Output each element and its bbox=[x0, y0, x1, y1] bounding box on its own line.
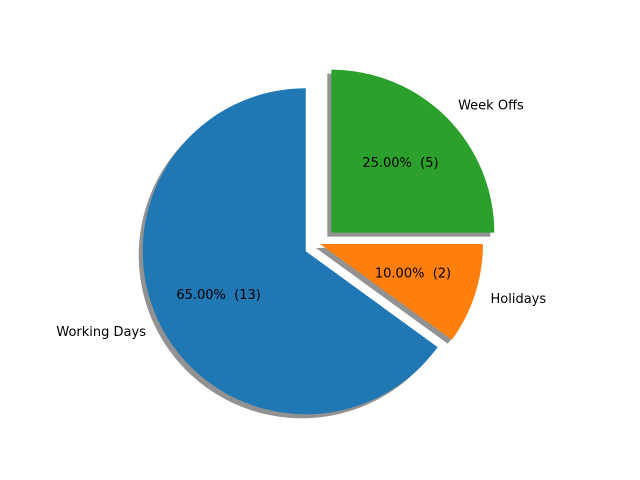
slice-percent-holidays: 10.00% (2) bbox=[375, 267, 451, 282]
slice-percent-labels: 65.00% (13) 10.00% (2) 25.00% (5) bbox=[176, 156, 451, 303]
slice-week-offs bbox=[331, 69, 495, 233]
slice-label-holidays: Holidays bbox=[491, 292, 547, 307]
slice-holidays bbox=[320, 244, 483, 340]
slice-percent-working-days: 65.00% (13) bbox=[176, 288, 261, 303]
slice-label-week-offs: Week Offs bbox=[458, 98, 524, 113]
slice-labels: Working Days Holidays Week Offs bbox=[56, 98, 546, 340]
slice-label-working-days: Working Days bbox=[56, 325, 146, 340]
slice-percent-week-offs: 25.00% (5) bbox=[362, 156, 438, 171]
slice-working-days bbox=[142, 88, 438, 415]
slices bbox=[142, 69, 495, 415]
